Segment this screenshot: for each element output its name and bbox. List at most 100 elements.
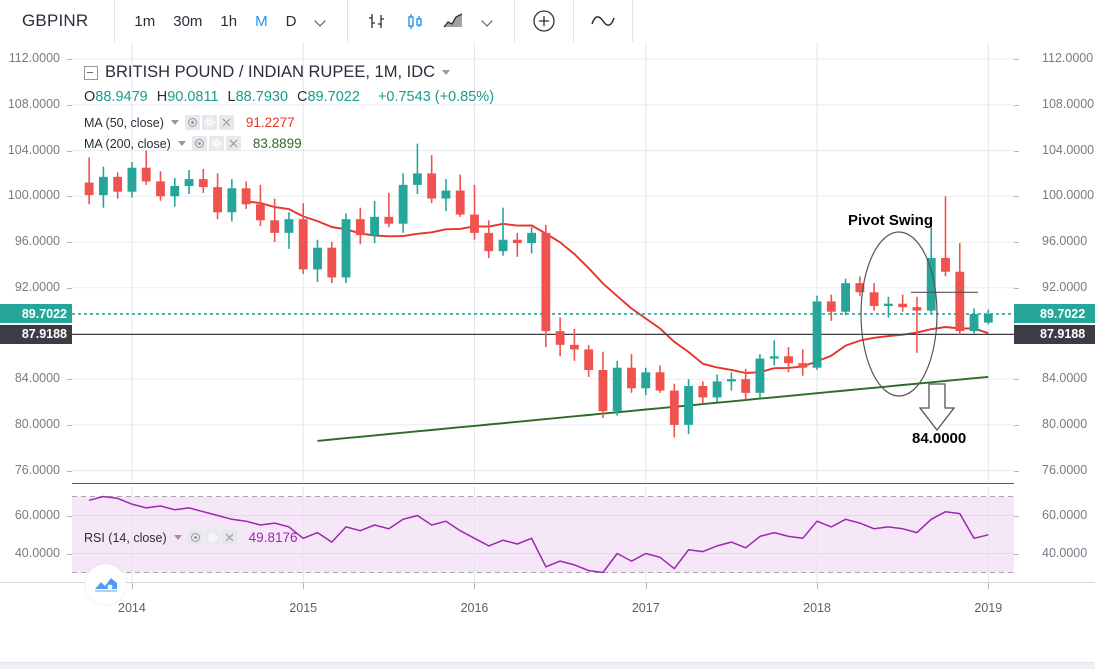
price-axis-label: 100.0000 xyxy=(1042,188,1095,203)
plus-circle-icon[interactable] xyxy=(529,8,559,34)
rsi-legend-row: RSI (14, close) 49.8176 xyxy=(84,527,297,548)
price-plot[interactable] xyxy=(72,42,1014,482)
eye-icon[interactable] xyxy=(191,136,207,151)
time-axis-label: 2015 xyxy=(289,601,318,615)
price-axis-label: 80.0000 xyxy=(14,416,60,431)
ohlc-open-value: 88.9479 xyxy=(95,88,148,105)
timeframe-1m[interactable]: 1m xyxy=(134,12,156,30)
pivot-swing-label: Pivot Swing xyxy=(848,212,934,229)
caret-down-icon[interactable] xyxy=(177,141,186,146)
axis-tick xyxy=(1014,287,1019,289)
rsi-legend: RSI (14, close) 49.8176 xyxy=(84,527,297,548)
left-price-axis[interactable]: 112.0000 108.0000 104.0000 100.0000 96.0000 9… xyxy=(0,42,72,582)
gear-icon[interactable] xyxy=(208,136,224,151)
axis-tick xyxy=(1014,470,1019,472)
rsi-controls xyxy=(187,530,239,545)
bar-chart-icon[interactable] xyxy=(362,8,392,34)
rsi-axis-label: 40.0000 xyxy=(14,545,60,560)
price-axis-label: 76.0000 xyxy=(14,462,60,477)
timeframe-1h[interactable]: 1h xyxy=(220,12,238,30)
axis-tick xyxy=(67,104,72,106)
eye-icon[interactable] xyxy=(187,530,203,545)
timeframe-daily[interactable]: D xyxy=(285,12,297,30)
rsi-label[interactable]: RSI (14, close) xyxy=(84,530,167,545)
pivot-swing-ellipse xyxy=(860,231,938,397)
axis-tick xyxy=(67,242,72,243)
caret-down-icon[interactable] xyxy=(442,70,451,75)
rsi-plot[interactable] xyxy=(72,487,1014,582)
chevron-down-icon[interactable] xyxy=(482,15,494,27)
eye-icon[interactable] xyxy=(184,115,200,130)
timeframe-30m[interactable]: 30m xyxy=(173,12,203,30)
ma200-value: 83.8899 xyxy=(252,136,302,151)
axis-tick xyxy=(474,583,476,589)
price-badge[interactable]: 89.7022 xyxy=(1014,304,1095,324)
price-badge[interactable]: 89.7022 xyxy=(0,304,72,324)
ma50-label[interactable]: MA (50, close) xyxy=(84,115,164,130)
symbol-label[interactable]: GBPINR xyxy=(22,11,89,30)
ma200-controls xyxy=(191,136,243,151)
toolbar-divider xyxy=(347,0,349,42)
ohlc-high-key: H xyxy=(156,88,168,105)
time-axis-label: 2019 xyxy=(974,601,1003,615)
time-axis-label: 2014 xyxy=(118,601,146,615)
target-price-label: 84.0000 xyxy=(912,430,967,447)
gear-icon[interactable] xyxy=(201,115,217,130)
axis-tick xyxy=(988,583,990,589)
indicator-wave-icon[interactable] xyxy=(588,8,618,34)
chart-frame: BRITISH POUND / INDIAN RUPEE, 1M, IDC O … xyxy=(0,42,1095,669)
axis-tick xyxy=(1014,150,1019,152)
price-badge[interactable]: 87.9188 xyxy=(1014,324,1095,344)
chart-annotations xyxy=(860,231,956,432)
caret-down-icon[interactable] xyxy=(173,535,182,540)
area-chart-icon[interactable] xyxy=(438,8,468,34)
rsi-axis-label: 40.0000 xyxy=(1042,545,1088,560)
legend-ohlc-row: O 88.9479 H 90.0811 L 88.7930 C 89.7022 … xyxy=(84,86,494,107)
chart-type-group xyxy=(348,0,514,42)
candlestick-chart-icon[interactable] xyxy=(400,8,430,34)
price-axis-label: 108.0000 xyxy=(1042,96,1095,111)
price-axis-label: 96.0000 xyxy=(1042,234,1088,248)
axis-tick xyxy=(1014,196,1019,198)
close-icon[interactable] xyxy=(221,530,237,545)
axis-tick xyxy=(67,515,72,517)
toolbar-divider xyxy=(114,0,116,42)
price-axis-label: 76.0000 xyxy=(1042,462,1088,477)
close-icon[interactable] xyxy=(218,115,234,130)
caret-down-icon[interactable] xyxy=(170,120,179,125)
axis-tick xyxy=(67,150,72,152)
time-axis[interactable]: 2014 2015 2016 2017 2018 2019 xyxy=(0,582,1095,627)
legend-title-row: BRITISH POUND / INDIAN RUPEE, 1M, IDC xyxy=(84,62,494,83)
gear-icon[interactable] xyxy=(204,530,220,545)
price-axis-label: 112.0000 xyxy=(8,51,60,66)
axis-tick xyxy=(67,470,72,472)
price-axis-label: 92.0000 xyxy=(14,279,60,294)
timeframe-group: 1m 30m 1h M D xyxy=(115,0,347,42)
down-arrow-annotation xyxy=(918,383,956,432)
ohlc-close-value: 89.7022 xyxy=(307,88,360,105)
ohlc-low-key: L xyxy=(227,88,236,105)
axis-tick xyxy=(131,583,133,589)
rsi-value: 49.8176 xyxy=(248,530,298,545)
right-price-axis[interactable]: 112.0000 108.0000 104.0000 100.0000 96.0000 9… xyxy=(1014,42,1095,582)
ma200-label[interactable]: MA (200, close) xyxy=(84,136,171,151)
price-badge[interactable]: 87.9188 xyxy=(0,324,72,344)
add-indicator-group xyxy=(515,0,573,42)
ohlc-low-value: 88.7930 xyxy=(235,88,289,105)
top-toolbar: GBPINR 1m 30m 1h M D xyxy=(0,0,1095,43)
price-axis-label: 100.0000 xyxy=(7,188,60,203)
axis-tick xyxy=(1014,59,1019,61)
ohlc-open-key: O xyxy=(84,88,96,105)
axis-tick xyxy=(1014,242,1019,243)
close-icon[interactable] xyxy=(225,136,241,151)
price-axis-label: 104.0000 xyxy=(7,142,60,157)
toolbar-divider xyxy=(514,0,516,42)
chevron-down-icon[interactable] xyxy=(315,15,327,27)
ohlc-high-value: 90.0811 xyxy=(167,88,219,105)
timeframe-monthly[interactable]: M xyxy=(255,12,268,30)
ma50-value: 91.2277 xyxy=(245,115,295,130)
axis-tick xyxy=(303,583,305,589)
time-axis-label: 2016 xyxy=(460,601,489,615)
collapse-icon[interactable] xyxy=(84,65,98,80)
legend-ma200-row: MA (200, close) 83.8899 xyxy=(84,133,494,154)
